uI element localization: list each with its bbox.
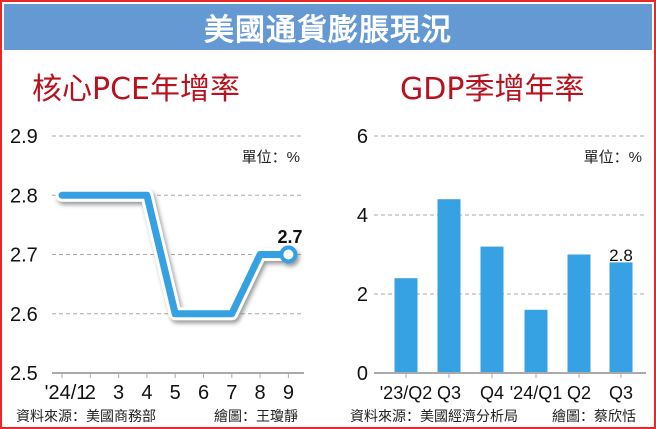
y-tick-label: 4 <box>357 205 368 227</box>
y-tick-label: 2.7 <box>10 245 38 267</box>
pce-line <box>58 191 292 318</box>
pce-chart-title: 核心PCE年增率 <box>32 72 240 107</box>
pce-last-value-label: 2.7 <box>277 227 302 247</box>
pce-x-axis: '24/12 3 4 5 6 7 8 9 <box>45 372 304 404</box>
gdp-bar <box>480 246 504 373</box>
gdp-x-axis: '23/Q2 Q3 Q4'24/Q1 Q2 Q3 <box>374 372 646 403</box>
pce-line-chart: 2.5 2.6 2.7 2.8 2.9 '24/12 3 4 5 6 7 8 9 單位：% 2.7 <box>10 126 304 404</box>
gdp-source: 資料來源：美國經濟分析局 <box>350 409 518 425</box>
y-tick-label: 6 <box>357 126 368 148</box>
x-tick-label: 7 <box>226 382 237 404</box>
gdp-last-value-label: 2.8 <box>609 246 633 265</box>
x-tick-label: 6 <box>198 382 209 404</box>
gdp-credit: 繪圖：蔡欣恬 <box>552 409 636 425</box>
x-tick-label: '23/Q2 <box>380 383 432 403</box>
gdp-bar <box>524 309 548 373</box>
y-tick-label: 2 <box>357 284 368 306</box>
pce-line-series <box>55 188 298 321</box>
gdp-bars <box>394 199 633 373</box>
pce-credit: 繪圖：王瓊靜 <box>214 409 298 425</box>
x-tick-label: 3 <box>113 382 124 404</box>
banner: 美國通貨膨脹現況 <box>4 4 652 50</box>
gdp-chart-title: GDP季增年率 <box>400 72 585 107</box>
x-tick-label: '24/Q1 <box>510 383 562 403</box>
gdp-y-axis-labels: 0 2 4 6 <box>357 126 368 385</box>
y-tick-label: 2.9 <box>10 126 38 148</box>
y-tick-label: 2.6 <box>10 304 38 326</box>
gdp-gridlines <box>374 135 644 295</box>
x-tick-label: 4 <box>141 382 152 404</box>
y-tick-label: 0 <box>357 363 368 385</box>
pce-y-axis-labels: 2.5 2.6 2.7 2.8 2.9 <box>10 126 38 385</box>
gdp-bar <box>567 254 591 373</box>
gdp-bar <box>394 278 418 373</box>
x-tick-label: Q3 <box>437 383 461 403</box>
gdp-unit-label: 單位：% <box>584 149 642 166</box>
last-point-marker <box>279 245 298 264</box>
x-tick-label: 5 <box>170 382 181 404</box>
x-tick-label: Q3 <box>609 383 633 403</box>
x-tick-label: 2 <box>85 382 96 404</box>
x-tick-label: Q2 <box>567 383 591 403</box>
gdp-bar <box>609 262 633 373</box>
y-tick-label: 2.5 <box>10 363 38 385</box>
y-tick-label: 2.8 <box>10 185 38 207</box>
gdp-bar <box>437 199 461 373</box>
banner-title: 美國通貨膨脹現況 <box>204 13 452 48</box>
pce-source: 資料來源：美國商務部 <box>16 409 156 425</box>
pce-unit-label: 單位：% <box>242 149 300 166</box>
x-tick-label: 9 <box>283 382 294 404</box>
x-tick-label: '24/1 <box>45 382 88 404</box>
x-tick-label: Q4 <box>480 383 504 403</box>
x-tick-label: 8 <box>255 382 266 404</box>
